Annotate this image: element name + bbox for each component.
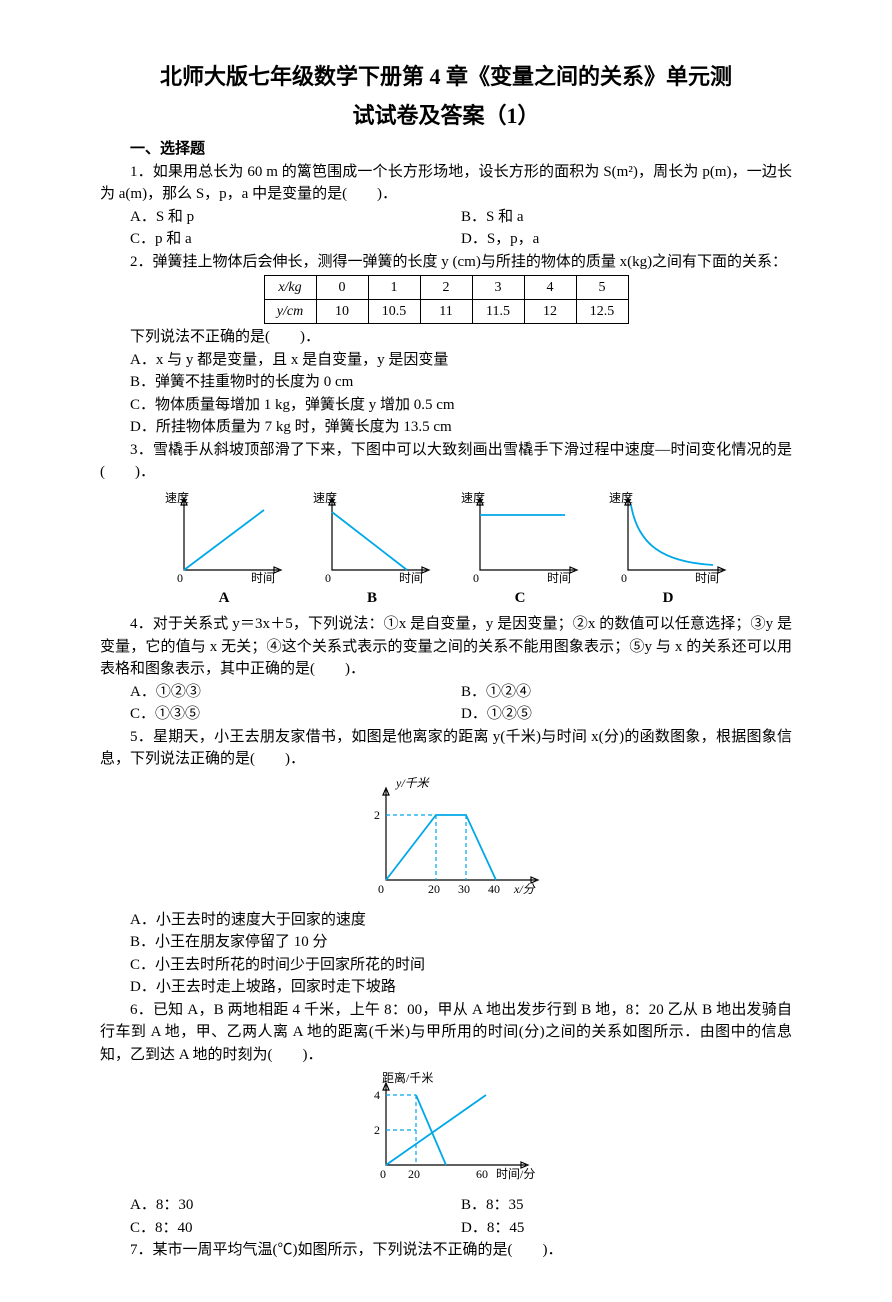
table-cell: 2 <box>420 276 472 300</box>
q3-chart-d: 速度 0 时间 <box>603 490 733 585</box>
table-cell: 12.5 <box>576 300 628 324</box>
svg-text:60: 60 <box>476 1167 488 1181</box>
q2-opt-d: D．所挂物体质量为 7 kg 时，弹簧长度为 13.5 cm <box>100 416 792 439</box>
q3-label-d: D <box>603 587 733 610</box>
svg-text:4: 4 <box>374 1088 380 1102</box>
q5-opt-d: D．小王去时走上坡路，回家时走下坡路 <box>100 976 792 999</box>
q3-label-c: C <box>455 587 585 610</box>
table-cell: 4 <box>524 276 576 300</box>
q3-chart-b: 速度 0 时间 <box>307 490 437 585</box>
svg-text:20: 20 <box>428 882 440 896</box>
table-cell: 10.5 <box>368 300 420 324</box>
table-cell: 5 <box>576 276 628 300</box>
page-title-line1: 北师大版七年级数学下册第 4 章《变量之间的关系》单元测 <box>100 60 792 93</box>
q6-opt-d: D．8：45 <box>461 1217 792 1240</box>
table-cell: x/kg <box>264 276 316 300</box>
svg-text:时间: 时间 <box>695 571 719 585</box>
q1-opt-d: D．S，p，a <box>461 228 792 251</box>
page-title-line2: 试试卷及答案（1） <box>100 99 792 132</box>
table-cell: 0 <box>316 276 368 300</box>
q4-stem: 4．对于关系式 y＝3x＋5，下列说法：①x 是自变量，y 是因变量；②x 的数… <box>100 613 792 681</box>
table-cell: 1 <box>368 276 420 300</box>
svg-text:2: 2 <box>374 1123 380 1137</box>
svg-text:x/分: x/分 <box>513 882 536 896</box>
q5-opt-b: B．小王在朋友家停留了 10 分 <box>100 931 792 954</box>
q4-opt-c: C．①③⑤ <box>130 703 461 726</box>
q6-stem: 6．已知 A，B 两地相距 4 千米，上午 8：00，甲从 A 地出发步行到 B… <box>100 999 792 1067</box>
q7-stem: 7．某市一周平均气温(℃)如图所示，下列说法不正确的是( )． <box>100 1239 792 1262</box>
svg-text:时间: 时间 <box>399 571 423 585</box>
q3-labels: A B C D <box>100 587 792 610</box>
q3-label-a: A <box>159 587 289 610</box>
q6-opt-a: A．8：30 <box>130 1194 461 1217</box>
q3-label-b: B <box>307 587 437 610</box>
q2-opt-a: A．x 与 y 都是变量，且 x 是自变量，y 是因变量 <box>100 349 792 372</box>
svg-text:0: 0 <box>621 571 627 585</box>
q1-stem: 1．如果用总长为 60 m 的篱笆围成一个长方形场地，设长方形的面积为 S(m²… <box>100 161 792 206</box>
table-cell: 10 <box>316 300 368 324</box>
q4-opt-d: D．①②⑤ <box>461 703 792 726</box>
table-cell: 3 <box>472 276 524 300</box>
q5-opt-a: A．小王去时的速度大于回家的速度 <box>100 909 792 932</box>
table-cell: 12 <box>524 300 576 324</box>
q2-opt-c: C．物体质量每增加 1 kg，弹簧长度 y 增加 0.5 cm <box>100 394 792 417</box>
svg-text:20: 20 <box>408 1167 420 1181</box>
svg-text:时间: 时间 <box>547 571 571 585</box>
q2-stem: 2．弹簧挂上物体后会伸长，测得一弹簧的长度 y (cm)与所挂的物体的质量 x(… <box>100 251 792 274</box>
table-cell: 11.5 <box>472 300 524 324</box>
q3-chart-a: 速度 0 时间 <box>159 490 289 585</box>
q6-opt-b: B．8：35 <box>461 1194 792 1217</box>
q1-opt-c: C．p 和 a <box>130 228 461 251</box>
q5-opt-c: C．小王去时所花的时间少于回家所花的时间 <box>100 954 792 977</box>
q3-chart-c: 速度 0 时间 <box>455 490 585 585</box>
svg-text:2: 2 <box>374 808 380 822</box>
svg-text:0: 0 <box>177 571 183 585</box>
svg-text:30: 30 <box>458 882 470 896</box>
svg-text:0: 0 <box>378 882 384 896</box>
q6-opt-c: C．8：40 <box>130 1217 461 1240</box>
q5-chart: y/千米 2 0 20 30 40 x/分 <box>336 775 556 905</box>
svg-text:y/千米: y/千米 <box>395 776 431 790</box>
q2-table: x/kg 0 1 2 3 4 5 y/cm 10 10.5 11 11.5 12… <box>264 275 629 324</box>
svg-text:时间: 时间 <box>251 571 275 585</box>
table-cell: 11 <box>420 300 472 324</box>
q6-chart: 距离/千米 4 2 0 20 60 时间/分 <box>346 1070 546 1190</box>
svg-text:时间/分: 时间/分 <box>496 1167 535 1181</box>
q2-post: 下列说法不正确的是( )． <box>100 326 792 349</box>
q1-opt-b: B．S 和 a <box>461 206 792 229</box>
svg-text:0: 0 <box>325 571 331 585</box>
q4-opt-a: A．①②③ <box>130 681 461 704</box>
svg-text:距离/千米: 距离/千米 <box>382 1070 433 1085</box>
q2-opt-b: B．弹簧不挂重物时的长度为 0 cm <box>100 371 792 394</box>
q5-stem: 5．星期天，小王去朋友家借书，如图是他离家的距离 y(千米)与时间 x(分)的函… <box>100 726 792 771</box>
section-heading: 一、选择题 <box>100 138 792 161</box>
q3-charts: 速度 0 时间 速度 0 时间 速度 0 时间 速度 0 时间 <box>100 490 792 585</box>
q4-opt-b: B．①②④ <box>461 681 792 704</box>
svg-text:0: 0 <box>380 1167 386 1181</box>
q1-opt-a: A．S 和 p <box>130 206 461 229</box>
q3-stem: 3．雪橇手从斜坡顶部滑了下来，下图中可以大致刻画出雪橇手下滑过程中速度—时间变化… <box>100 439 792 484</box>
table-cell: y/cm <box>264 300 316 324</box>
svg-text:0: 0 <box>473 571 479 585</box>
svg-text:40: 40 <box>488 882 500 896</box>
